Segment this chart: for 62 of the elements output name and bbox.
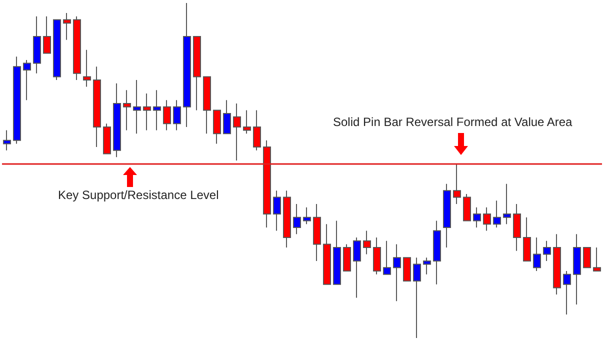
candlestick	[483, 206, 491, 232]
candlestick	[73, 16, 81, 81]
candlestick	[343, 244, 351, 272]
candlestick	[113, 82, 121, 158]
candlestick	[253, 110, 261, 151]
candlestick	[93, 66, 101, 148]
candlestick	[323, 224, 331, 285]
candlestick	[593, 247, 601, 272]
candlestick	[393, 244, 401, 302]
candlestick	[23, 59, 31, 101]
candlestick	[353, 237, 361, 298]
candlestick	[413, 257, 421, 338]
candlestick	[473, 206, 481, 228]
candlestick	[463, 193, 471, 222]
candlestick	[583, 247, 591, 268]
candlestick	[13, 56, 21, 144]
candlestick	[193, 36, 201, 111]
annotation: Solid Pin Bar Reversal Formed at Value Area	[333, 115, 572, 129]
candlestick	[123, 90, 131, 131]
candlestick	[3, 130, 11, 151]
candlestick	[383, 240, 391, 275]
candlestick	[573, 234, 581, 305]
candlestick	[333, 220, 341, 285]
candlestick	[173, 100, 181, 131]
candlestick	[163, 100, 171, 131]
candlestick	[143, 92, 151, 131]
candlestick	[433, 220, 441, 285]
annotation: Key Support/Resistance Level	[58, 188, 219, 202]
candlestick	[213, 110, 221, 144]
candlestick	[53, 19, 61, 81]
candlestick	[103, 123, 111, 154]
candlestick	[533, 237, 541, 272]
candlestick	[83, 49, 91, 88]
candlestick	[283, 190, 291, 248]
candlestick	[313, 204, 321, 262]
candlestick	[33, 16, 41, 74]
candlestick	[513, 204, 521, 252]
candlestick	[243, 110, 251, 134]
candlestick	[63, 12, 71, 40]
candlestick	[203, 76, 211, 134]
candlestick	[523, 216, 531, 262]
candlestick	[373, 237, 381, 275]
candlestick	[133, 80, 141, 134]
candlestick	[183, 2, 191, 128]
candlestick	[403, 257, 411, 282]
candlestick	[293, 204, 301, 235]
candlestick	[263, 140, 271, 228]
candlestick	[303, 206, 311, 225]
candlestick	[363, 230, 371, 255]
candlestick	[273, 190, 281, 232]
candlestick	[153, 90, 161, 131]
candlestick	[553, 234, 561, 295]
candlestick	[543, 240, 551, 262]
candlestick	[43, 16, 51, 54]
candlestick	[493, 200, 501, 228]
candlestick	[503, 183, 511, 225]
candlestick	[563, 270, 571, 316]
candlestick	[423, 257, 431, 275]
candlestick	[233, 103, 241, 161]
candlestick	[443, 183, 451, 248]
candlestick	[223, 100, 231, 134]
candlestick	[453, 163, 461, 204]
